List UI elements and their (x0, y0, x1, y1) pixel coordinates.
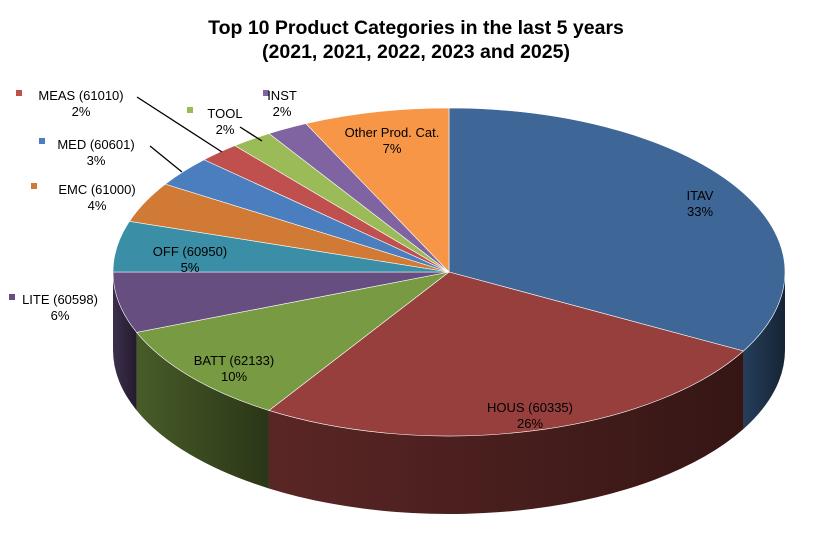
pie-side-1 (268, 351, 744, 514)
data-label-name: ITAV (687, 188, 714, 203)
pie-side-2 (136, 332, 269, 489)
label-color-marker (39, 138, 45, 144)
data-label-name: INST (267, 88, 297, 103)
label-color-marker (9, 294, 15, 300)
pie-side-0 (743, 272, 785, 430)
data-label-name: MED (60601) (57, 137, 134, 152)
pie-side-3 (113, 272, 137, 411)
pie-slice-1 (268, 271, 745, 437)
label-color-marker (187, 107, 193, 113)
data-label-pct: 2% (216, 122, 235, 137)
leader-line (239, 126, 263, 142)
data-label-pct: 7% (383, 141, 402, 156)
data-label-pct: 3% (87, 153, 106, 168)
chart-title-line-2: (2021, 2021, 2022, 2023 and 2025) (262, 41, 570, 63)
pie-slice-2 (136, 271, 450, 411)
pie-slice-10 (305, 107, 450, 273)
data-label-pct: 10% (221, 369, 247, 384)
data-label-pct: 5% (181, 260, 200, 275)
pie-slice-3 (112, 271, 450, 333)
pie-side-walls (113, 272, 785, 514)
data-label-name: MEAS (61010) (38, 88, 123, 103)
data-label-pct: 4% (88, 198, 107, 213)
data-label-pct: 26% (517, 416, 543, 431)
data-label-name: OFF (60950) (153, 244, 227, 259)
data-label-pct: 33% (687, 204, 713, 219)
label-color-marker (16, 90, 22, 96)
data-label-name: HOUS (60335) (487, 400, 573, 415)
leader-line (149, 145, 183, 173)
leader-line (136, 96, 223, 153)
label-color-marker (263, 90, 269, 96)
data-label-name: Other Prod. Cat. (345, 125, 440, 140)
label-color-marker (31, 183, 37, 189)
data-label-name: BATT (62133) (194, 353, 274, 368)
data-label-pct: 2% (273, 104, 292, 119)
pie-slice-0 (448, 107, 786, 352)
data-label-name: TOOL (207, 106, 242, 121)
pie-top (112, 107, 786, 437)
data-label-name: LITE (60598) (22, 292, 98, 307)
data-label-pct: 6% (51, 308, 70, 323)
chart-title-line-1: Top 10 Product Categories in the last 5 … (208, 17, 624, 39)
data-label-name: EMC (61000) (58, 182, 135, 197)
data-label-pct: 2% (72, 104, 91, 119)
